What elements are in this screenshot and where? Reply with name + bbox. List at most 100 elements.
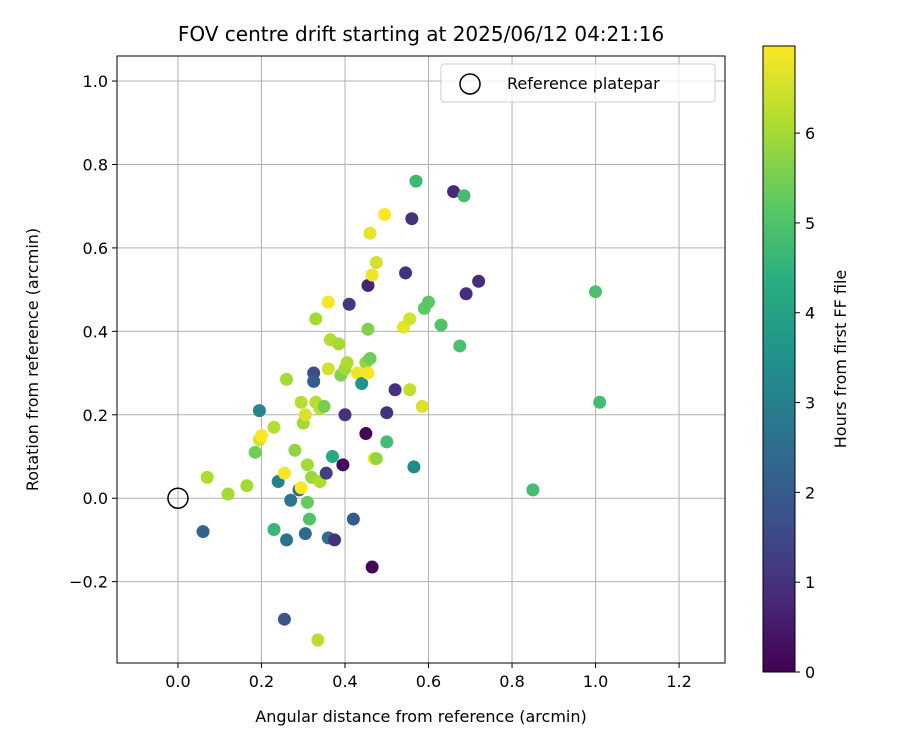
scatter-point	[338, 408, 352, 422]
scatter-point	[409, 174, 423, 188]
x-tick-label: 1.0	[583, 672, 608, 691]
x-tick-label: 0.8	[499, 672, 524, 691]
scatter-point	[325, 449, 339, 463]
legend-box	[440, 63, 716, 103]
scatter-point	[378, 208, 392, 222]
scatter-point	[298, 527, 312, 541]
scatter-point	[321, 295, 335, 309]
scatter-point	[422, 295, 436, 309]
legend-marker-open-circle	[459, 73, 481, 95]
colorbar-tick-label: 4	[805, 304, 815, 323]
colorbar-tick-label: 2	[805, 483, 815, 502]
scatter-point	[369, 452, 383, 466]
scatter-point	[254, 429, 268, 443]
scatter-point	[403, 383, 417, 397]
colorbar-tick-label: 3	[805, 394, 815, 413]
x-tick-label: 0.0	[165, 672, 190, 691]
scatter-point	[361, 322, 375, 336]
scatter-point	[447, 185, 461, 199]
colorbar-tick-label: 5	[805, 214, 815, 233]
y-axis-ticks: −0.2 0.0 0.2 0.4 0.6 0.8 1.0	[69, 72, 117, 592]
colorbar-ticks: 0 1 2 3 4 5 6	[795, 124, 815, 682]
scatter-point	[277, 612, 291, 626]
scatter-point	[388, 383, 402, 397]
y-tick-label: −0.2	[69, 573, 108, 592]
scatter-point	[351, 366, 365, 380]
y-tick-label: 0.6	[83, 239, 108, 258]
scatter-point	[415, 399, 429, 413]
scatter-point	[336, 458, 350, 472]
scatter-point	[453, 339, 467, 353]
scatter-point	[294, 395, 308, 409]
scatter-point	[280, 533, 294, 547]
scatter-point	[248, 445, 262, 459]
scatter-point	[307, 374, 321, 388]
colorbar: 0 1 2 3 4 5 6 Hours from first FF file	[762, 45, 850, 682]
scatter-point	[589, 285, 603, 299]
reference-point	[167, 487, 189, 509]
scatter-point	[267, 420, 281, 434]
scatter-point	[526, 483, 540, 497]
scatter-point	[321, 362, 335, 376]
scatter-point	[365, 560, 379, 574]
x-axis-label: Angular distance from reference (arcmin)	[255, 707, 586, 726]
scatter-point	[317, 399, 331, 413]
scatter-point	[288, 443, 302, 457]
scatter-point	[359, 427, 373, 441]
x-axis-ticks: 0.0 0.2 0.4 0.6 0.8 1.0 1.2	[165, 663, 692, 691]
scatter-point	[319, 466, 333, 480]
x-tick-label: 0.2	[249, 672, 274, 691]
scatter-point	[277, 466, 291, 480]
scatter-point	[342, 297, 356, 311]
scatter-point	[380, 406, 394, 420]
scatter-point	[196, 525, 210, 539]
scatter-point	[332, 337, 346, 351]
scatter-point	[221, 487, 235, 501]
scatter-point	[363, 351, 377, 365]
x-tick-label: 0.4	[332, 672, 357, 691]
colorbar-tick-label: 0	[805, 663, 815, 682]
scatter-point	[365, 268, 379, 282]
scatter-point	[200, 470, 214, 484]
scatter-point	[294, 481, 308, 495]
scatter-point	[361, 278, 375, 292]
scatter-point	[399, 266, 413, 280]
scatter-point	[252, 404, 266, 418]
scatter-point	[407, 460, 421, 474]
legend: Reference platepar	[440, 63, 716, 103]
scatter-point	[355, 376, 369, 390]
scatter-point	[300, 458, 314, 472]
scatter-point	[369, 256, 383, 270]
scatter-point	[403, 312, 417, 326]
y-tick-label: 0.4	[83, 322, 108, 341]
scatter-point	[340, 356, 354, 370]
y-tick-label: 0.8	[83, 155, 108, 174]
colorbar-gradient	[762, 45, 796, 673]
chart-title: FOV centre drift starting at 2025/06/12 …	[178, 22, 664, 46]
scatter-point	[303, 512, 317, 526]
scatter-point	[380, 435, 394, 449]
legend-label-reference-platepar: Reference platepar	[507, 74, 660, 93]
scatter-point	[309, 312, 323, 326]
colorbar-tick-label: 6	[805, 124, 815, 143]
scatter-point	[298, 408, 312, 422]
grid	[117, 56, 725, 663]
scatter-point	[472, 274, 486, 288]
scatter-point	[457, 189, 471, 203]
scatter-point	[434, 318, 448, 332]
scatter-point	[300, 495, 314, 509]
x-tick-label: 0.6	[416, 672, 441, 691]
scatter-point	[280, 372, 294, 386]
colorbar-tick-label: 1	[805, 573, 815, 592]
scatter-point	[284, 493, 298, 507]
scatter-point	[267, 523, 281, 537]
plot-area-frame	[116, 55, 726, 664]
scatter-point	[361, 366, 375, 380]
scatter-point	[328, 533, 342, 547]
scatter-point	[363, 226, 377, 240]
scatter-point	[346, 512, 360, 526]
scatter-point	[593, 395, 607, 409]
y-tick-label: 1.0	[83, 72, 108, 91]
scatter-point	[405, 212, 419, 226]
